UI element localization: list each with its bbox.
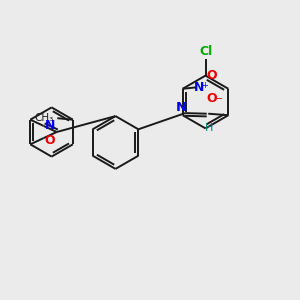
Text: O: O: [206, 69, 217, 82]
Text: O: O: [206, 92, 217, 105]
Text: N: N: [45, 119, 55, 132]
Text: N: N: [194, 81, 204, 94]
Text: Cl: Cl: [199, 45, 212, 58]
Text: H: H: [205, 123, 213, 133]
Text: −: −: [214, 94, 223, 104]
Text: +: +: [201, 81, 208, 90]
Text: N: N: [176, 101, 187, 114]
Text: CH₃: CH₃: [34, 112, 54, 123]
Text: O: O: [44, 134, 55, 147]
